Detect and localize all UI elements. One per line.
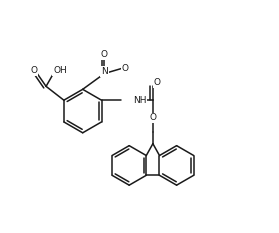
Text: O: O [101, 50, 108, 59]
Text: O: O [149, 113, 157, 123]
Text: NH: NH [133, 96, 147, 105]
Text: O: O [122, 64, 129, 73]
Text: O: O [153, 78, 160, 87]
Text: N: N [101, 67, 108, 76]
Text: OH: OH [53, 66, 67, 75]
Text: O: O [31, 66, 38, 75]
